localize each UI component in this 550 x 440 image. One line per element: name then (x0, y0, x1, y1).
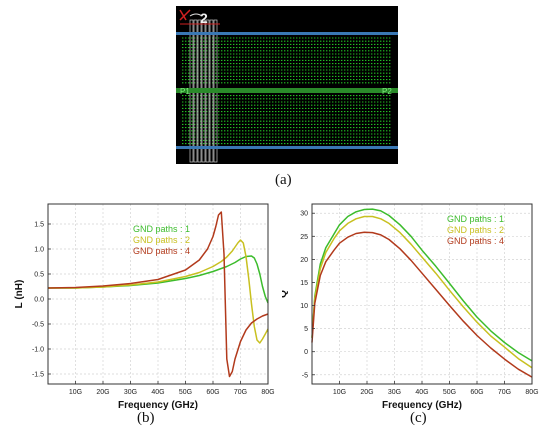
y-axis-label: Q (282, 290, 289, 298)
legend-entry-2: GND paths : 2 (133, 235, 190, 245)
x-tick-label: 60G (470, 389, 483, 396)
x-tick-label: 10G (333, 389, 346, 396)
series-line-2 (311, 215, 533, 369)
y-tick-label: -0.5 (32, 322, 44, 329)
corner-marker: 2 (179, 9, 220, 26)
via-array-grid (182, 37, 392, 145)
y-tick-label: -1.0 (32, 347, 44, 354)
top-ground-rail (176, 32, 398, 35)
y-tick-label: 15 (300, 280, 308, 287)
x-tick-label: 70G (234, 389, 247, 396)
legend-entry-1: GND paths : 1 (447, 214, 504, 224)
x-tick-label: 20G (96, 389, 109, 396)
q-factor-chart: 10G 20G 30G 40G 50G 60G 70G 80G -5 0 5 10 15 20 25 30 Fr… (282, 203, 539, 410)
legend-entry-2: GND paths : 2 (447, 225, 504, 235)
series-line-3 (47, 211, 269, 378)
caption-c: (c) (410, 410, 427, 426)
caption-a: (a) (275, 172, 292, 188)
series-line-1 (311, 208, 533, 362)
legend-entry-3: GND paths : 4 (133, 246, 190, 256)
port-right-label: P2 (382, 87, 392, 96)
x-tick-label: 50G (179, 389, 192, 396)
x-tick-label: 40G (151, 389, 164, 396)
x-tick-label: 30G (124, 389, 137, 396)
y-tick-label: 20 (300, 257, 308, 264)
y-tick-label: 5 (304, 326, 308, 333)
signal-line (176, 88, 398, 93)
y-tick-label: -1.5 (32, 372, 44, 379)
port-left-label: P1 (180, 87, 190, 96)
x-tick-label: 20G (360, 389, 373, 396)
x-tick-label: 80G (525, 389, 538, 396)
legend-entry-3: GND paths : 4 (447, 236, 504, 246)
y-tick-label: 30 (300, 211, 308, 218)
x-axis-label: Frequency (GHz) (382, 400, 462, 410)
x-tick-label: 10G (69, 389, 82, 396)
y-tick-label: -5 (302, 372, 308, 379)
series-line-2 (48, 239, 269, 344)
x-tick-label: 80G (261, 389, 274, 396)
y-tick-label: 0.5 (34, 272, 44, 279)
x-axis-label: Frequency (GHz) (118, 400, 198, 410)
x-tick-label: 60G (206, 389, 219, 396)
caption-b: (b) (137, 410, 155, 426)
inductance-chart: 10G 20G 30G 40G 50G 60G 70G 80G -1.5 -1.0 -0.5 0.0 0… (14, 203, 275, 410)
y-tick-label: 0.0 (34, 297, 44, 304)
corner-label: 2 (200, 10, 208, 26)
y-tick-label: 0 (304, 349, 308, 356)
x-tick-label: 30G (388, 389, 401, 396)
y-tick-label: 10 (300, 303, 308, 310)
x-tick-label: 50G (443, 389, 456, 396)
series-line-3 (311, 231, 533, 378)
y-tick-label: 25 (300, 234, 308, 241)
layout-image: P1 P2 2 (176, 6, 398, 164)
legend-entry-1: GND paths : 1 (133, 224, 190, 234)
x-tick-label: 70G (498, 389, 511, 396)
x-tick-label: 40G (415, 389, 428, 396)
y-tick-label: 1.0 (34, 247, 44, 254)
y-axis-label: L (nH) (14, 280, 25, 309)
layout-drawing: P1 P2 2 (176, 9, 398, 163)
bottom-ground-rail (176, 146, 398, 149)
y-tick-label: 1.5 (34, 222, 44, 229)
